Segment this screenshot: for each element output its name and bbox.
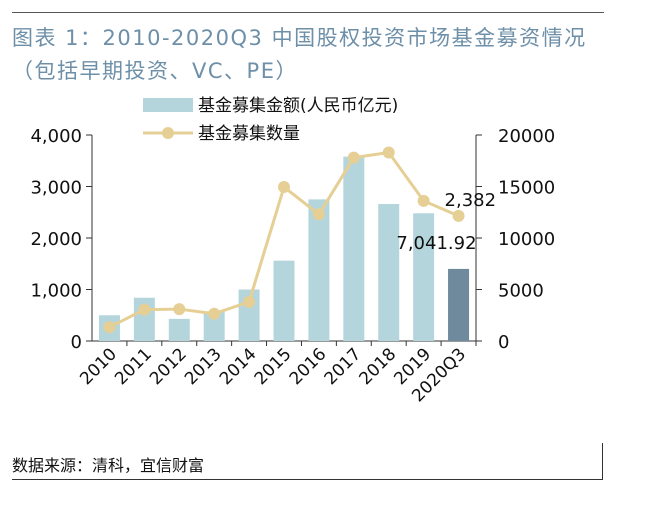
x-tick-label: 2016 [286,344,331,389]
data-label-count: 2,382 [445,190,497,211]
line-point [417,194,430,207]
bar-series [98,156,470,341]
bar [168,318,190,341]
x-tick-label: 2017 [321,344,366,389]
line-point [278,181,290,194]
line-series [103,146,465,334]
x-tick-label: 2015 [251,344,296,389]
legend-line-label: 基金募集数量 [198,124,300,144]
x-tick-label: 2018 [356,344,401,389]
line-point [452,209,465,222]
y-tick-label-left: 4,000 [30,126,82,147]
legend: 基金募集金额(人民币亿元) 基金募集数量 [143,96,398,144]
x-tick-label: 2013 [181,344,226,389]
y-tick-label-right: 15000 [498,178,555,199]
bar [273,260,295,341]
y-tick-label-left: 1,000 [30,281,82,302]
x-tick-label: 2010 [76,344,121,389]
line-point [243,295,256,308]
bar [378,204,400,341]
y-tick-label-left: 2,000 [30,229,82,250]
bar [308,199,330,341]
y-tick-label-right: 20000 [498,126,555,147]
line-point [382,146,395,159]
line-point [173,303,186,316]
legend-line-marker [162,127,174,139]
data-label-amount: 7,041.92 [396,233,476,254]
legend-bar-swatch [143,98,193,112]
line-point [103,321,116,334]
line-point [138,303,151,316]
source-note: 数据来源：清科，宜信财富 [12,456,205,475]
line-point [312,208,325,221]
line-point [208,307,221,320]
y-tick-label-left: 0 [71,332,82,353]
legend-bar-label: 基金募集金额(人民币亿元) [198,96,398,116]
y-tick-label-left: 3,000 [30,178,82,199]
data-labels: 2,382 7,041.92 [396,190,496,254]
y-tick-label-right: 10000 [498,229,555,250]
x-tick-label: 2014 [216,344,261,389]
bar [448,268,470,341]
x-tick-label: 2011 [111,344,156,389]
line-point [347,151,360,164]
bar [343,156,365,341]
bar [413,213,435,341]
y-tick-label-right: 5000 [498,281,544,302]
y-tick-label-right: 0 [498,332,509,353]
x-tick-label: 2012 [146,344,191,389]
chart-title: 图表 1：2010-2020Q3 中国股权投资市场基金募资情况（包括早期投资、V… [12,26,587,83]
top-rule [12,12,604,13]
source-box [12,443,603,480]
bar [203,311,225,341]
